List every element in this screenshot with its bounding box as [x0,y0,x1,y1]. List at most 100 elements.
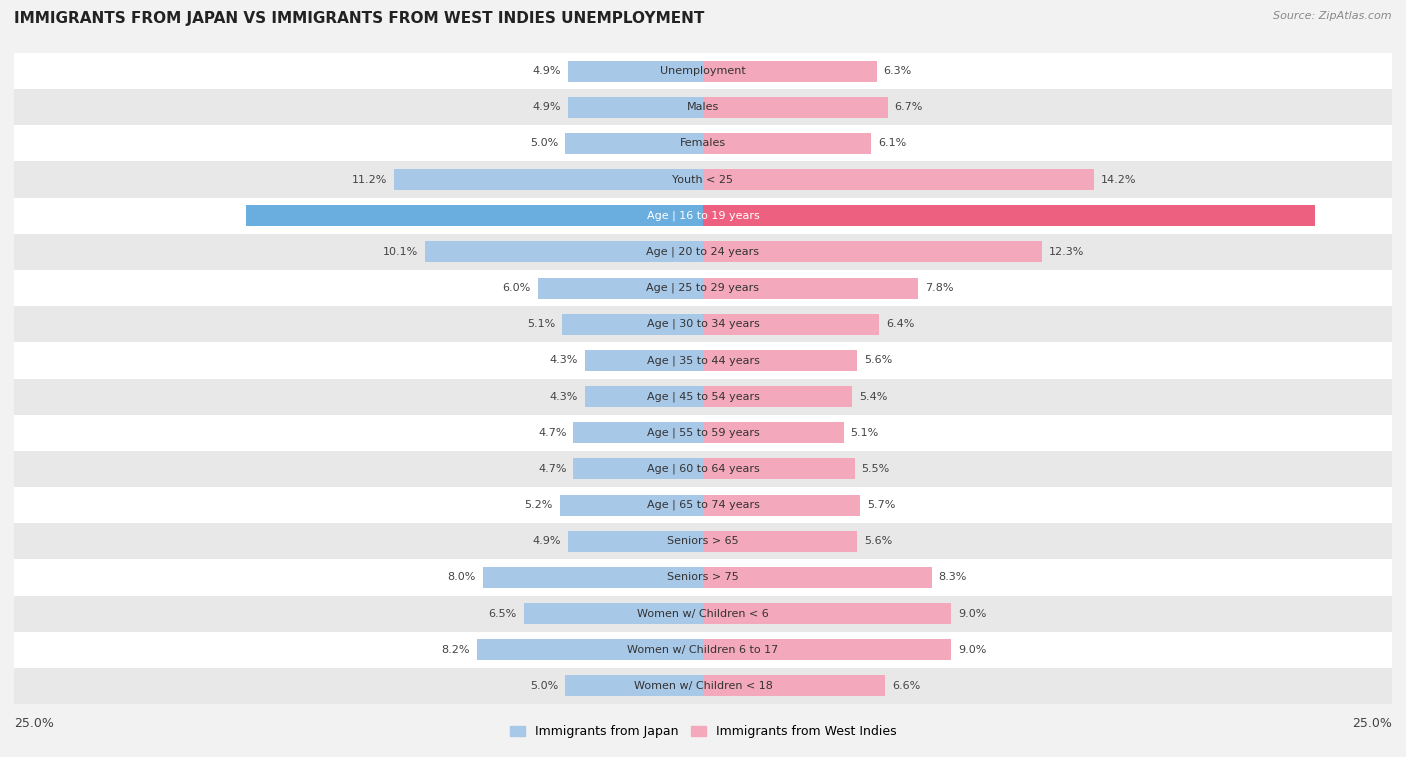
Text: Age | 60 to 64 years: Age | 60 to 64 years [647,464,759,474]
Text: 5.4%: 5.4% [859,391,887,401]
Bar [703,603,950,624]
Text: 6.3%: 6.3% [883,66,911,76]
Text: 9.0%: 9.0% [957,609,986,618]
Bar [14,161,1392,198]
Bar [394,169,703,190]
Bar [14,487,1392,523]
Text: Women w/ Children < 18: Women w/ Children < 18 [634,681,772,691]
Text: 7.8%: 7.8% [925,283,953,293]
Bar [14,126,1392,161]
Bar [703,386,852,407]
Text: Seniors > 75: Seniors > 75 [666,572,740,582]
Bar [14,378,1392,415]
Bar [568,531,703,552]
Text: 4.3%: 4.3% [550,391,578,401]
Text: 5.5%: 5.5% [862,464,890,474]
Legend: Immigrants from Japan, Immigrants from West Indies: Immigrants from Japan, Immigrants from W… [505,721,901,743]
Text: Age | 25 to 29 years: Age | 25 to 29 years [647,283,759,293]
Bar [703,567,932,588]
Bar [562,313,703,335]
Bar [703,169,1094,190]
Bar [565,133,703,154]
Text: 5.0%: 5.0% [530,139,558,148]
Text: 6.5%: 6.5% [489,609,517,618]
Text: Age | 35 to 44 years: Age | 35 to 44 years [647,355,759,366]
Bar [14,559,1392,596]
Text: IMMIGRANTS FROM JAPAN VS IMMIGRANTS FROM WEST INDIES UNEMPLOYMENT: IMMIGRANTS FROM JAPAN VS IMMIGRANTS FROM… [14,11,704,26]
Bar [703,459,855,479]
Bar [246,205,703,226]
Bar [568,61,703,82]
Text: Females: Females [681,139,725,148]
Bar [482,567,703,588]
Text: 6.0%: 6.0% [502,283,531,293]
Text: Women w/ Children 6 to 17: Women w/ Children 6 to 17 [627,645,779,655]
Text: 12.3%: 12.3% [1049,247,1084,257]
Bar [14,415,1392,451]
Bar [703,675,884,696]
Bar [477,639,703,660]
Text: 5.6%: 5.6% [865,536,893,547]
Text: 6.1%: 6.1% [877,139,907,148]
Text: Age | 55 to 59 years: Age | 55 to 59 years [647,428,759,438]
Bar [703,313,879,335]
Text: Unemployment: Unemployment [661,66,745,76]
Bar [703,639,950,660]
Text: 8.3%: 8.3% [939,572,967,582]
Text: 4.9%: 4.9% [533,102,561,112]
Bar [568,97,703,118]
Text: Youth < 25: Youth < 25 [672,175,734,185]
Bar [574,459,703,479]
Bar [14,342,1392,378]
Text: 10.1%: 10.1% [382,247,418,257]
Text: 4.9%: 4.9% [533,66,561,76]
Text: 22.2%: 22.2% [1322,210,1357,221]
Text: 5.1%: 5.1% [851,428,879,438]
Text: 6.6%: 6.6% [891,681,920,691]
Text: 5.2%: 5.2% [524,500,553,510]
Text: 6.7%: 6.7% [894,102,922,112]
Bar [14,523,1392,559]
Text: 5.7%: 5.7% [868,500,896,510]
Bar [560,494,703,516]
Bar [425,241,703,263]
Text: 14.2%: 14.2% [1101,175,1136,185]
Bar [565,675,703,696]
Text: 16.6%: 16.6% [204,210,239,221]
Bar [14,596,1392,631]
Bar [14,89,1392,126]
Bar [14,668,1392,704]
Bar [524,603,703,624]
Bar [14,53,1392,89]
Text: 5.6%: 5.6% [865,356,893,366]
Text: 5.0%: 5.0% [530,681,558,691]
Text: 9.0%: 9.0% [957,645,986,655]
Text: 25.0%: 25.0% [1353,717,1392,730]
Text: 4.7%: 4.7% [538,464,567,474]
Text: Women w/ Children < 6: Women w/ Children < 6 [637,609,769,618]
Text: Age | 30 to 34 years: Age | 30 to 34 years [647,319,759,329]
Text: Seniors > 65: Seniors > 65 [668,536,738,547]
Bar [703,350,858,371]
Text: 4.9%: 4.9% [533,536,561,547]
Bar [703,205,1315,226]
Text: Age | 20 to 24 years: Age | 20 to 24 years [647,247,759,257]
Bar [14,631,1392,668]
Text: Age | 65 to 74 years: Age | 65 to 74 years [647,500,759,510]
Text: 8.2%: 8.2% [441,645,470,655]
Text: Source: ZipAtlas.com: Source: ZipAtlas.com [1274,11,1392,21]
Bar [703,61,876,82]
Bar [703,494,860,516]
Bar [14,198,1392,234]
Bar [703,278,918,298]
Text: 11.2%: 11.2% [352,175,388,185]
Text: Age | 45 to 54 years: Age | 45 to 54 years [647,391,759,402]
Text: 4.7%: 4.7% [538,428,567,438]
Bar [14,234,1392,270]
Text: 4.3%: 4.3% [550,356,578,366]
Text: 6.4%: 6.4% [886,319,915,329]
Bar [703,133,872,154]
Bar [574,422,703,444]
Bar [585,350,703,371]
Bar [14,451,1392,487]
